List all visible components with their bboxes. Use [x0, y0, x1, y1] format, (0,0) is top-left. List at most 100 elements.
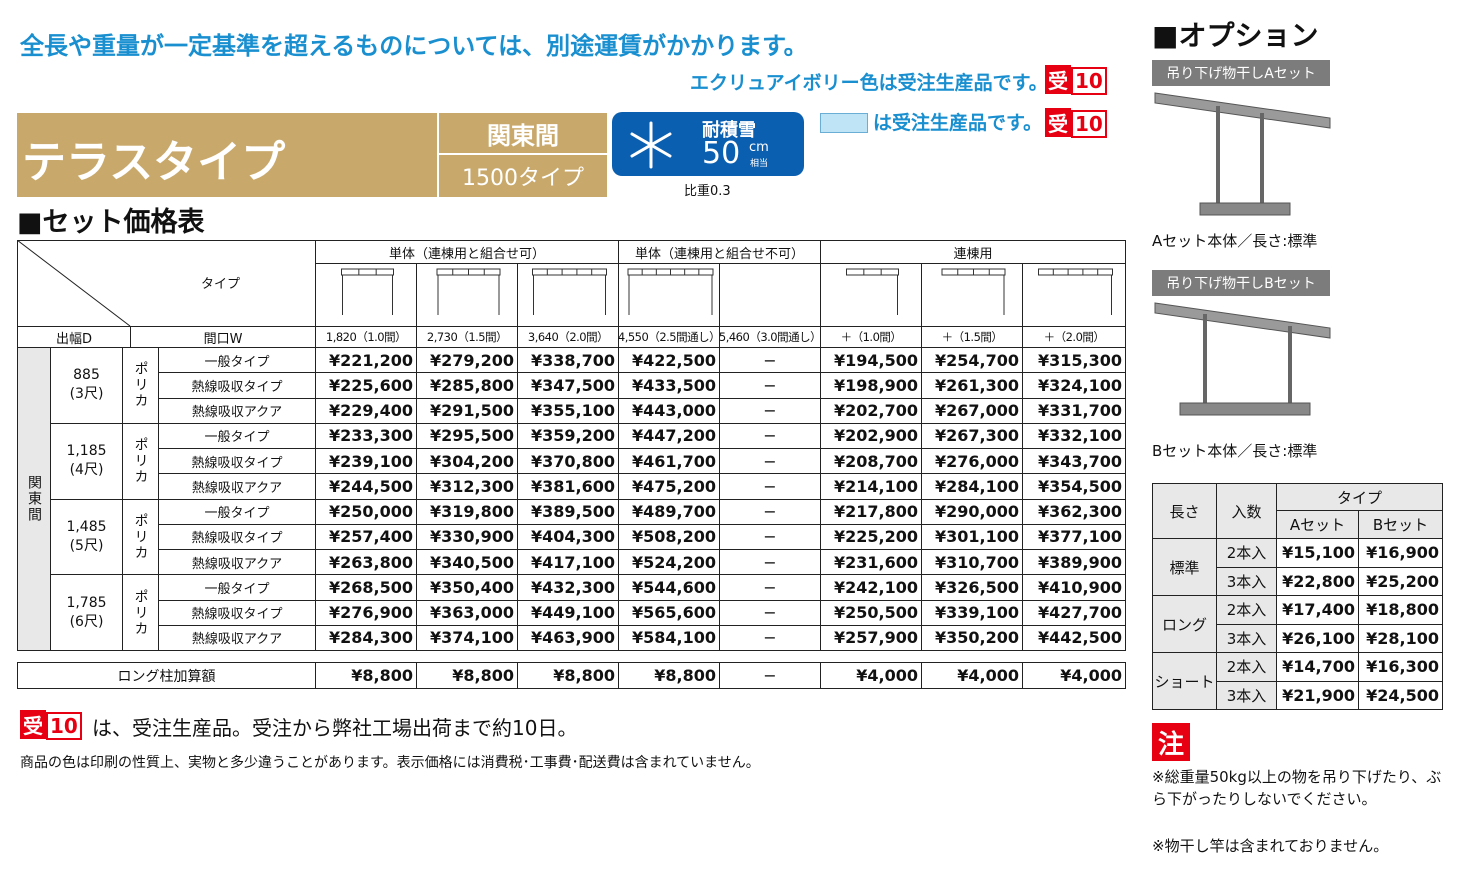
region: 関東間	[17, 347, 51, 651]
price: ¥310,700	[921, 549, 1023, 576]
set-label: Aセット	[1276, 510, 1359, 539]
long-pillar-price: ¥8,800	[618, 662, 720, 689]
price: ¥301,100	[921, 523, 1023, 550]
price: −	[719, 599, 821, 626]
frame-cell	[921, 263, 1023, 327]
price: ¥565,600	[618, 599, 720, 626]
price: ¥463,900	[517, 624, 619, 651]
price: −	[719, 624, 821, 651]
price: ¥276,900	[315, 599, 417, 626]
option-b-label: 吊り下げ物干しBセット	[1152, 270, 1330, 296]
price: ¥233,300	[315, 422, 417, 449]
depth-shaku: (5尺)	[69, 537, 104, 554]
option-price: ¥25,200	[1358, 566, 1443, 596]
price: ¥404,300	[517, 523, 619, 550]
badge-num: 10	[1071, 67, 1107, 95]
long-pillar-price: ¥4,000	[921, 662, 1023, 689]
price: ¥461,700	[618, 448, 720, 475]
frame-diagram	[627, 268, 713, 315]
group-header: 単体（連棟用と組合せ不可）	[618, 240, 821, 264]
type-name: 一般タイプ	[158, 422, 316, 449]
badge-kanji: 受	[1045, 65, 1071, 94]
option-table: 長さ 入数 タイプ Aセット Bセット 標準 2本入 ¥15,100 ¥16,900 3本入 ¥22…	[1152, 483, 1443, 710]
depth-shaku: (6尺)	[69, 613, 104, 630]
price: ¥343,700	[1022, 448, 1126, 475]
badge-num: 10	[46, 712, 82, 740]
option-length: ショート	[1152, 652, 1217, 710]
notice: 全長や重量が一定基準を超えるものについては、別途運賃がかかります。	[20, 32, 808, 60]
material: ポリカ	[122, 422, 159, 500]
type-name: 熱線吸収タイプ	[158, 523, 316, 550]
price: ¥432,300	[517, 574, 619, 601]
option-price: ¥14,700	[1276, 652, 1359, 682]
option-b-caption: Bセット本体／長さ:標準	[1152, 442, 1318, 460]
blue-note: は受注生産品です。	[873, 112, 1043, 134]
option-count: 2本入	[1216, 538, 1277, 568]
specific-gravity: 比重0.3	[684, 184, 731, 199]
price: −	[719, 422, 821, 449]
frame-cell	[1022, 263, 1126, 327]
price: −	[719, 448, 821, 475]
ecru-note: エクリュアイボリー色は受注生産品です。	[690, 72, 1048, 94]
price: −	[719, 347, 821, 374]
option-price: ¥22,800	[1276, 566, 1359, 596]
price: ¥381,600	[517, 473, 619, 500]
option-count: 2本入	[1216, 652, 1277, 682]
price: ¥427,700	[1022, 599, 1126, 626]
type-name: 熱線吸収タイプ	[158, 599, 316, 626]
option-a-label: 吊り下げ物干しAセット	[1152, 60, 1330, 86]
price: ¥242,100	[820, 574, 922, 601]
option-count: 3本入	[1216, 680, 1277, 710]
depth: 1,485 (5尺)	[50, 498, 123, 576]
width-header: 3,640（2.0間）	[517, 326, 619, 348]
price: ¥244,500	[315, 473, 417, 500]
type-label: タイプ	[1276, 483, 1443, 511]
badge: 受 10	[1045, 108, 1107, 138]
type-name: 熱線吸収タイプ	[158, 448, 316, 475]
price: ¥254,700	[921, 347, 1023, 374]
badge-kanji: 受	[20, 710, 46, 739]
option-length: ロング	[1152, 595, 1217, 653]
frame-cell	[416, 263, 518, 327]
snow-unit: cm	[749, 140, 769, 155]
option-price: ¥16,300	[1358, 652, 1443, 682]
option-price: ¥15,100	[1276, 538, 1359, 568]
option-price: ¥16,900	[1358, 538, 1443, 568]
frame-cell	[517, 263, 619, 327]
option-count: 3本入	[1216, 623, 1277, 653]
snow-icon	[630, 121, 672, 169]
long-pillar-price: ¥4,000	[1022, 662, 1126, 689]
group-header: 連棟用	[820, 240, 1126, 264]
snow-value: 50	[702, 136, 741, 171]
frame-diagram	[941, 268, 1005, 315]
price: ¥377,100	[1022, 523, 1126, 550]
depth-shaku: (3尺)	[69, 386, 104, 403]
set-label: Bセット	[1358, 510, 1443, 539]
depth-value: 885	[73, 367, 100, 384]
depth-value: 1,785	[66, 594, 107, 611]
long-pillar-price: −	[719, 662, 821, 689]
depth: 1,185 (4尺)	[50, 422, 123, 500]
price: ¥374,100	[416, 624, 518, 651]
size-type: 1500タイプ	[439, 155, 607, 197]
frame-cell	[719, 263, 821, 327]
price: ¥354,500	[1022, 473, 1126, 500]
color-swatch	[820, 113, 868, 133]
badge: 受 10	[20, 710, 82, 740]
type-name: 熱線吸収アクア	[158, 624, 316, 651]
price: ¥370,800	[517, 448, 619, 475]
width-header: ＋（1.5間）	[921, 326, 1023, 348]
price: ¥340,500	[416, 549, 518, 576]
depth-value: 1,485	[66, 518, 107, 535]
diagonal	[17, 240, 131, 327]
option-price: ¥18,800	[1358, 595, 1443, 625]
option-price: ¥28,100	[1358, 623, 1443, 653]
price: ¥330,900	[416, 523, 518, 550]
price: ¥584,100	[618, 624, 720, 651]
depth: 885 (3尺)	[50, 347, 123, 424]
caution-2: ※物干し竿は含まれておりません。	[1152, 837, 1389, 855]
depth-value: 1,185	[66, 443, 107, 460]
frame-diagram	[845, 268, 899, 315]
price: ¥417,100	[517, 549, 619, 576]
price: ¥267,300	[921, 422, 1023, 449]
